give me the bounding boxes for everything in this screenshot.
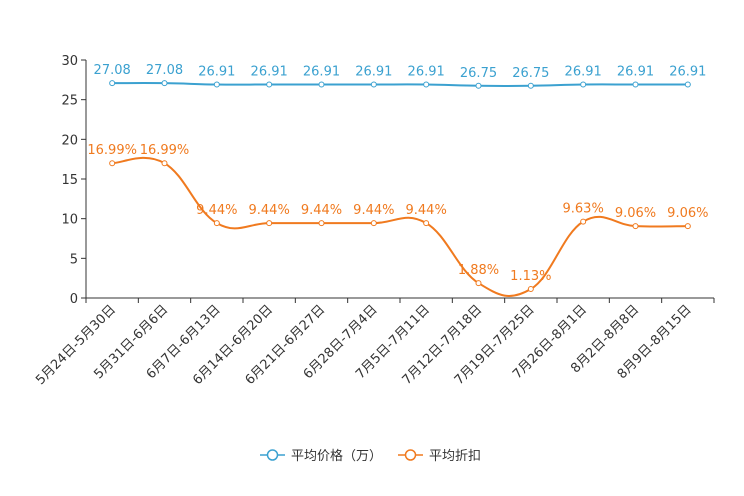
data-label: 9.44%	[196, 203, 237, 218]
legend[interactable]: 平均价格（万） 平均折扣	[260, 448, 481, 464]
data-point[interactable]	[161, 160, 168, 167]
y-tick-label: 30	[61, 54, 78, 69]
data-label: 9.06%	[667, 206, 708, 221]
data-point[interactable]	[213, 220, 220, 227]
data-label: 26.91	[669, 65, 706, 80]
y-tick-label: 0	[70, 292, 78, 307]
data-label: 26.91	[251, 65, 288, 80]
legend-marker-icon	[266, 449, 279, 461]
data-point[interactable]	[318, 81, 325, 88]
data-label: 26.91	[408, 65, 445, 80]
data-point[interactable]	[684, 223, 691, 230]
data-point[interactable]	[527, 286, 534, 293]
y-tick-label: 10	[61, 213, 78, 228]
data-label: 26.75	[460, 66, 497, 81]
data-point[interactable]	[213, 81, 220, 88]
data-point[interactable]	[266, 220, 273, 227]
series-line	[112, 156, 688, 298]
data-label: 27.08	[94, 63, 131, 78]
series-1: 27.08 27.08 26.91 26.91 26.91 26.91 26.91 26.75…	[94, 63, 706, 89]
data-point[interactable]	[370, 220, 377, 227]
data-point[interactable]	[580, 218, 587, 225]
data-point[interactable]	[475, 82, 482, 89]
data-label: 26.91	[355, 65, 392, 80]
series-layer: 27.08 27.08 26.91 26.91 26.91 26.91 26.91 26.75…	[87, 63, 708, 298]
data-point[interactable]	[109, 80, 116, 87]
x-ticks: 5月24日-5月30日5月31日-6月6日6月7日-6月13日6月14日-6月2…	[33, 298, 715, 388]
data-point[interactable]	[527, 82, 534, 89]
series-line	[112, 82, 688, 87]
y-ticks: 0 5 10 15 20 25 30	[61, 54, 86, 307]
data-label: 9.44%	[353, 203, 394, 218]
data-label: 27.08	[146, 63, 183, 78]
data-point[interactable]	[423, 220, 430, 227]
data-point[interactable]	[370, 81, 377, 88]
data-point[interactable]	[318, 220, 325, 227]
data-label: 26.75	[512, 66, 549, 81]
data-point[interactable]	[109, 160, 116, 167]
data-label: 9.63%	[563, 202, 604, 217]
series-2: 16.99% 16.99% 9.44% 9.44% 9.44% 9.44% 9.44% 1.8…	[87, 143, 708, 298]
legend-item-1[interactable]: 平均价格（万）	[260, 448, 382, 464]
data-point[interactable]	[580, 81, 587, 88]
y-tick-label: 25	[61, 94, 78, 109]
legend-label: 平均价格（万）	[291, 448, 382, 464]
legend-item-2[interactable]: 平均折扣	[398, 449, 481, 464]
data-label: 9.44%	[406, 203, 447, 218]
data-label: 26.91	[617, 65, 654, 80]
data-label: 9.44%	[301, 203, 342, 218]
data-point[interactable]	[423, 81, 430, 88]
data-point[interactable]	[161, 80, 168, 87]
data-label: 16.99%	[87, 143, 137, 158]
y-tick-label: 15	[61, 173, 78, 188]
legend-marker-icon	[404, 449, 417, 461]
y-tick-label: 20	[61, 133, 78, 148]
data-point[interactable]	[475, 280, 482, 287]
data-point[interactable]	[632, 223, 639, 230]
y-tick-label: 5	[70, 252, 78, 267]
data-point[interactable]	[632, 81, 639, 88]
data-label: 16.99%	[140, 143, 190, 158]
legend-label: 平均折扣	[429, 449, 481, 464]
data-label: 26.91	[565, 65, 602, 80]
data-point[interactable]	[266, 81, 273, 88]
data-label: 9.44%	[249, 203, 290, 218]
data-point[interactable]	[684, 81, 691, 88]
data-label: 1.13%	[510, 269, 551, 284]
data-label: 26.91	[303, 65, 340, 80]
data-label: 9.06%	[615, 206, 656, 221]
data-label: 26.91	[198, 65, 235, 80]
data-label: 1.88%	[458, 263, 499, 278]
